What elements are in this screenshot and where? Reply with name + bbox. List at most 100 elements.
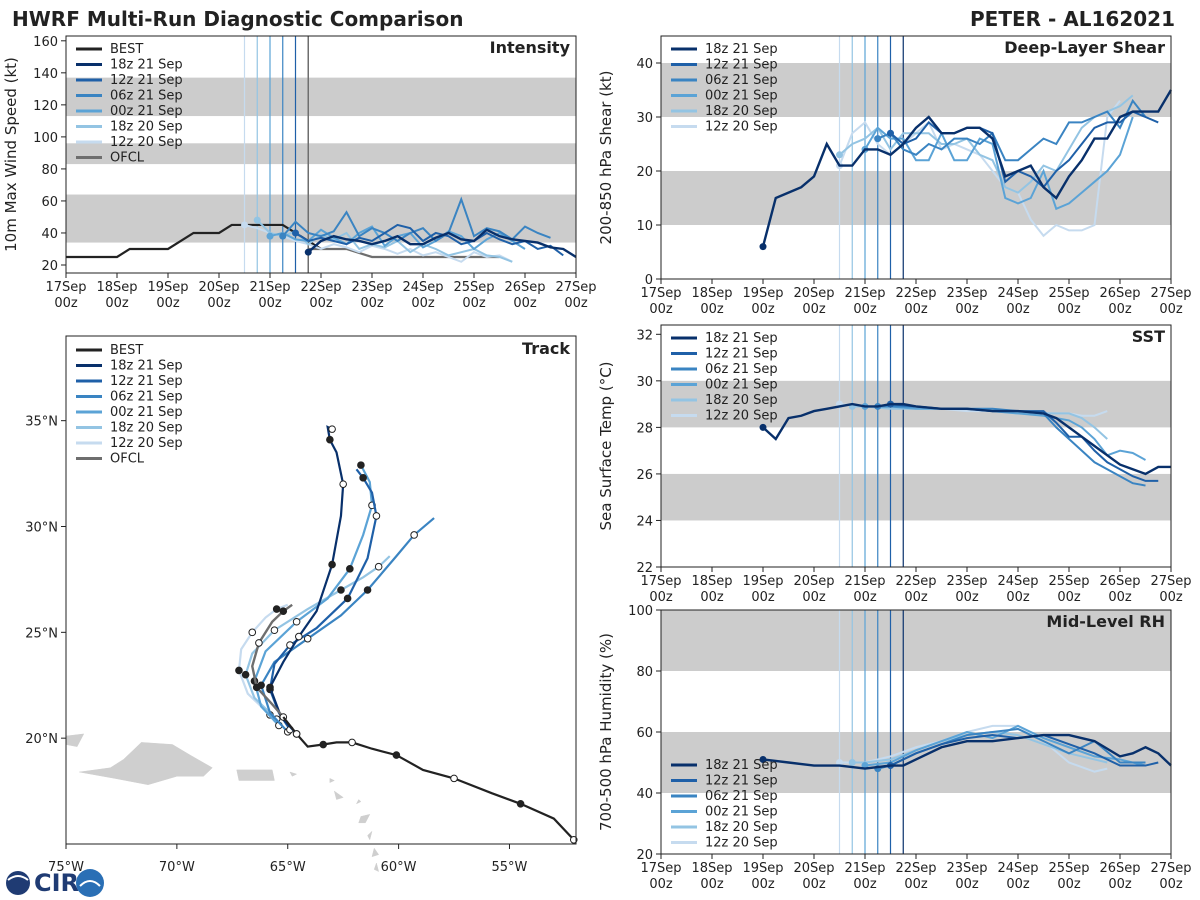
rh-xtick-hour: 00z xyxy=(1159,877,1183,892)
intensity-xtick-hour: 00z xyxy=(564,296,588,311)
figure-title: HWRF Multi-Run Diagnostic Comparison xyxy=(12,7,463,31)
rh-series-start-marker xyxy=(848,759,856,766)
track-ytick-label: 20°N xyxy=(25,732,58,747)
intensity-threshold-band xyxy=(66,77,576,117)
rh-ytick-label: 20 xyxy=(636,848,653,863)
shear-xtick-day: 21Sep xyxy=(844,286,885,301)
rh-legend-label: 18z 21 Sep xyxy=(705,758,778,773)
logo-badge-swoosh-icon xyxy=(79,880,101,887)
shear-ylabel: 200-850 hPa Shear (kt) xyxy=(597,71,615,245)
sst-xtick-hour: 00z xyxy=(649,590,673,605)
rh-xtick-hour: 00z xyxy=(751,877,775,892)
track-position-marker xyxy=(272,605,281,613)
land-polygon xyxy=(289,771,298,777)
track-panel: 75°W 70°W 65°W 60°W 55°W 20°N 25°N 30°N 35°N Trac… xyxy=(25,335,578,875)
land-polygon xyxy=(236,769,275,781)
intensity-panel: 2040608010012014016017Sep00z18Sep00z19Se… xyxy=(2,35,597,311)
shear-legend-label: 06z 21 Sep xyxy=(705,73,778,88)
rh-xtick-day: 17Sep xyxy=(640,861,681,876)
intensity-ytick-label: 60 xyxy=(41,195,58,210)
sst-xtick-hour: 00z xyxy=(802,590,826,605)
intensity-series-line xyxy=(307,228,577,259)
shear-threshold-band xyxy=(661,171,1171,225)
track-position-marker xyxy=(569,835,578,844)
shear-legend-label: 12z 21 Sep xyxy=(705,58,778,73)
sst-series-start-marker xyxy=(759,423,767,431)
rh-xtick-hour: 00z xyxy=(700,877,724,892)
intensity-ytick-label: 160 xyxy=(33,35,58,50)
sst-series-line xyxy=(865,405,1146,461)
intensity-xtick-hour: 00z xyxy=(411,296,435,311)
rh-series-start-marker xyxy=(759,755,767,763)
shear-ytick-label: 10 xyxy=(636,219,653,234)
track-position-marker xyxy=(235,666,243,675)
sst-xtick-day: 20Sep xyxy=(793,574,834,589)
track-position-marker xyxy=(266,683,274,692)
rh-xtick-day: 19Sep xyxy=(742,861,783,876)
track-forecast-line xyxy=(259,517,435,733)
intensity-ylabel: 10m Max Wind Speed (kt) xyxy=(2,57,20,252)
track-legend-label-best: BEST xyxy=(110,343,143,358)
track-position-marker xyxy=(248,628,257,637)
intensity-xtick-day: 17Sep xyxy=(45,280,86,295)
sst-xtick-hour: 00z xyxy=(904,590,928,605)
track-position-marker xyxy=(363,586,372,594)
rh-ytick-label: 60 xyxy=(636,726,653,741)
track-position-marker xyxy=(255,639,263,647)
intensity-legend-label: 12z 21 Sep xyxy=(110,73,183,88)
rh-xtick-hour: 00z xyxy=(853,877,877,892)
shear-xtick-day: 25Sep xyxy=(1048,286,1089,301)
shear-series-start-marker xyxy=(759,243,767,251)
shear-xtick-day: 23Sep xyxy=(946,286,987,301)
rh-ytick-label: 80 xyxy=(636,665,653,680)
shear-ytick-label: 0 xyxy=(645,273,653,288)
track-position-marker xyxy=(292,617,301,626)
sst-legend-label: 00z 21 Sep xyxy=(705,378,778,393)
intensity-series-start-marker xyxy=(241,221,248,229)
rh-legend-label: 18z 20 Sep xyxy=(705,820,778,835)
track-legend-label-ofcl: OFCL xyxy=(110,452,145,467)
intensity-legend-label: 06z 21 Sep xyxy=(110,89,183,104)
track-position-marker xyxy=(295,632,303,641)
shear-xtick-day: 27Sep xyxy=(1150,286,1191,301)
rh-xtick-hour: 00z xyxy=(1006,877,1030,892)
land-polygon xyxy=(79,742,213,785)
intensity-ofcl-line xyxy=(308,247,500,259)
rh-xtick-hour: 00z xyxy=(649,877,673,892)
sst-xtick-day: 17Sep xyxy=(640,574,681,589)
track-position-marker xyxy=(279,607,288,615)
track-position-marker xyxy=(339,480,347,488)
shear-xtick-day: 22Sep xyxy=(895,286,936,301)
intensity-xtick-day: 24Sep xyxy=(402,280,443,295)
rh-xtick-hour: 00z xyxy=(955,877,979,892)
track-position-marker xyxy=(270,626,279,635)
sst-panel: 22242628303217Sep00z18Sep00z19Sep00z20Se… xyxy=(597,324,1192,605)
rh-legend-label: 06z 21 Sep xyxy=(705,789,778,804)
track-legend-label: 12z 20 Sep xyxy=(110,436,183,451)
intensity-ytick-label: 140 xyxy=(33,67,58,82)
sst-legend-label: 18z 21 Sep xyxy=(705,331,778,346)
cira-logo: CIRA xyxy=(6,869,104,897)
rh-xtick-day: 20Sep xyxy=(793,861,834,876)
sst-xtick-day: 21Sep xyxy=(844,574,885,589)
rh-series-line xyxy=(864,724,1146,767)
intensity-xtick-day: 20Sep xyxy=(198,280,239,295)
intensity-xtick-hour: 00z xyxy=(258,296,282,311)
intensity-legend-label-best: BEST xyxy=(110,42,143,57)
intensity-xtick-day: 18Sep xyxy=(96,280,137,295)
intensity-threshold-band xyxy=(66,143,576,165)
shear-panel-title: Deep-Layer Shear xyxy=(1004,38,1165,57)
track-position-marker xyxy=(357,461,365,469)
track-xtick-label: 60°W xyxy=(381,860,417,875)
rh-ytick-label: 40 xyxy=(636,787,653,802)
storm-id: PETER - AL162021 xyxy=(970,7,1175,31)
rh-series-line xyxy=(762,733,1172,770)
intensity-xtick-day: 21Sep xyxy=(249,280,290,295)
sst-xtick-day: 19Sep xyxy=(742,574,783,589)
intensity-series-line xyxy=(244,223,513,263)
rh-legend-label: 12z 20 Sep xyxy=(705,836,778,851)
shear-series-line xyxy=(838,94,1134,194)
intensity-series-start-marker xyxy=(292,229,299,237)
